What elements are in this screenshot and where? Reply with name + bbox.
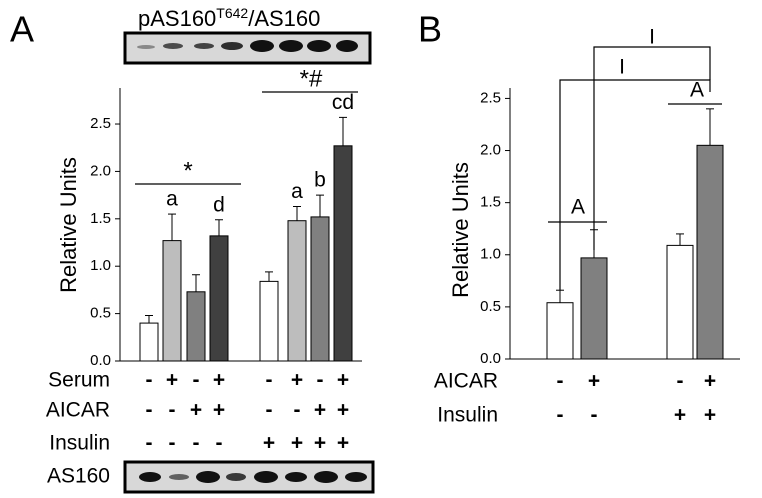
blot-label: AS160 xyxy=(47,465,110,488)
group-label: * xyxy=(183,157,192,184)
y-axis-title: Relative Units xyxy=(56,157,81,293)
treatment-sign: + xyxy=(337,369,349,392)
y-tick-label: 1.5 xyxy=(90,210,111,227)
treatment-label: AICAR xyxy=(434,370,498,393)
y-axis-title: Relative Units xyxy=(448,162,473,298)
blot-top xyxy=(123,31,372,65)
annotation: A xyxy=(571,196,585,219)
annotation: I xyxy=(619,56,625,79)
treatment-sign: + xyxy=(190,399,202,422)
treatment-sign: + xyxy=(291,432,303,455)
treatment-sign: - xyxy=(591,404,598,427)
treatment-sign: + xyxy=(588,370,600,393)
treatment-sign: + xyxy=(674,404,686,427)
y-tick-label: 1.5 xyxy=(480,194,501,211)
bar xyxy=(139,322,159,362)
y-tick-label: 2.0 xyxy=(90,162,111,179)
treatment-sign: - xyxy=(266,369,273,392)
treatment-label: Insulin xyxy=(437,404,498,427)
treatment-sign: + xyxy=(213,369,225,392)
treatment-sign: - xyxy=(677,370,684,393)
treatment-sign: + xyxy=(291,369,303,392)
treatment-sign: + xyxy=(314,399,326,422)
treatment-sign: - xyxy=(266,399,273,422)
treatment-sign: + xyxy=(314,432,326,455)
treatment-sign: - xyxy=(317,369,324,392)
treatment-sign: + xyxy=(337,432,349,455)
blot-bottom-bands xyxy=(139,471,367,483)
bar xyxy=(546,302,574,360)
bar xyxy=(333,145,353,362)
treatment-sign: + xyxy=(166,369,178,392)
treatment-sign: - xyxy=(193,369,200,392)
treatment-sign: + xyxy=(213,399,225,422)
blot-top-bands xyxy=(137,40,358,52)
treatment-sign: - xyxy=(193,432,200,455)
treatment-sign: - xyxy=(294,399,301,422)
bar-label: a xyxy=(166,188,178,211)
blot-title-rest: /AS160 xyxy=(248,6,320,31)
treatment-sign: - xyxy=(557,370,564,393)
panel-label: A xyxy=(10,9,34,50)
y-tick-label: 2.5 xyxy=(480,89,501,106)
treatment-sign: + xyxy=(704,370,716,393)
bar-label: d xyxy=(213,193,225,216)
bar xyxy=(186,291,206,362)
y-tick-label: 2.5 xyxy=(90,115,111,132)
treatment-label: Serum xyxy=(48,369,110,392)
treatment-sign: + xyxy=(263,432,275,455)
treatment-sign: - xyxy=(169,432,176,455)
bar-label: cd xyxy=(332,91,354,114)
annotation: I xyxy=(649,26,655,49)
y-tick-label: 0.0 xyxy=(480,350,501,367)
blot-title-sup: T642 xyxy=(216,5,248,21)
annotation: A xyxy=(690,79,704,102)
blot-title: pAS160T642/AS160 xyxy=(138,5,320,31)
bar xyxy=(696,144,724,360)
treatment-label: AICAR xyxy=(46,399,110,422)
bar xyxy=(209,235,229,362)
group-label: *# xyxy=(300,65,323,92)
bar xyxy=(310,216,330,362)
treatment-sign: - xyxy=(146,399,153,422)
treatment-sign: - xyxy=(146,432,153,455)
bar xyxy=(162,240,182,362)
treatment-sign: + xyxy=(704,404,716,427)
bar xyxy=(666,244,694,360)
bracket xyxy=(593,46,711,250)
bar-label: b xyxy=(314,169,326,192)
y-tick-label: 0.5 xyxy=(480,298,501,315)
treatment-sign: - xyxy=(557,404,564,427)
bar-label: a xyxy=(291,180,303,203)
blot-title-main: pAS160 xyxy=(138,6,216,31)
y-tick-label: 1.0 xyxy=(90,257,111,274)
panel-label: B xyxy=(418,9,442,50)
y-tick-label: 0.0 xyxy=(90,352,111,369)
y-tick-label: 1.0 xyxy=(480,246,501,263)
bar xyxy=(580,257,608,360)
treatment-label: Insulin xyxy=(49,432,110,455)
bar xyxy=(259,280,279,362)
treatment-sign: - xyxy=(169,399,176,422)
bracket xyxy=(559,79,711,290)
treatment-sign: - xyxy=(146,369,153,392)
treatment-sign: - xyxy=(216,432,223,455)
y-tick-label: 0.5 xyxy=(90,305,111,322)
y-tick-label: 2.0 xyxy=(480,142,501,159)
bar xyxy=(287,220,307,362)
treatment-sign: + xyxy=(337,399,349,422)
